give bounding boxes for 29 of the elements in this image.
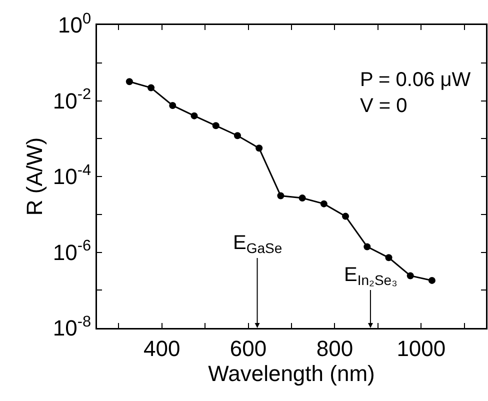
point: [320, 200, 328, 208]
point: [256, 144, 263, 152]
x-axis-title: Wavelength (nm): [208, 360, 375, 386]
annotation: E$_{GaSe}$: [233, 232, 282, 256]
point: [364, 243, 371, 250]
point: [342, 212, 350, 220]
point: [126, 78, 133, 86]
y-tick-label: 10$^{0}$: [58, 10, 92, 38]
y-tick-label: 10$^{-8}$: [52, 313, 92, 341]
y-axis-title: R (A/W): [22, 137, 47, 216]
annotation: E$_{In₂Se₃}$: [344, 264, 398, 288]
x-tick-label: 800: [316, 336, 354, 361]
x-tick-label: 1000: [396, 336, 446, 361]
point: [428, 276, 436, 284]
x-tick-label: 600: [230, 336, 267, 361]
point: [190, 112, 198, 120]
point: [277, 192, 284, 200]
point: [298, 194, 306, 202]
point: [212, 122, 220, 130]
point: [234, 132, 241, 140]
y-tick-label: 10$^{-6}$: [52, 238, 92, 265]
annotation: P = 0.06 μW V = 0: [360, 69, 471, 117]
y-tick-label: 10$^{-2}$: [52, 86, 92, 114]
x-tick-label: 400: [143, 336, 180, 361]
point: [406, 272, 414, 280]
point: [148, 84, 155, 92]
point: [385, 254, 392, 262]
point: [169, 102, 176, 109]
y-tick-label: 10$^{-4}$: [52, 162, 92, 190]
